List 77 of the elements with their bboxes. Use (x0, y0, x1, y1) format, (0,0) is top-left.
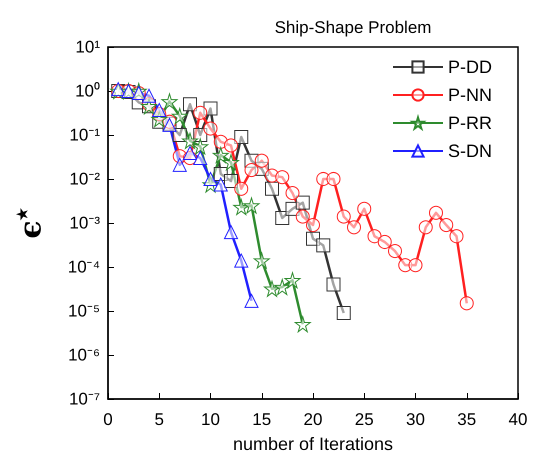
x-tick-label: 15 (252, 410, 272, 429)
point (294, 316, 311, 332)
legend-label: S-DN (448, 141, 492, 161)
point (254, 252, 270, 269)
point (460, 296, 474, 310)
y-tick-label: 10⁰ (75, 82, 100, 100)
point (152, 103, 166, 117)
legend-label: P-RR (448, 113, 492, 133)
point (192, 138, 208, 154)
point (265, 182, 279, 196)
point (244, 163, 258, 178)
x-tick-label: 10 (201, 410, 220, 429)
x-tick-label: 20 (304, 410, 322, 429)
point (388, 244, 402, 258)
point (284, 272, 300, 288)
x-axis-title: number of Iterations (232, 434, 394, 454)
point (162, 93, 178, 110)
y-tick-label: 10⁻⁴ (68, 258, 100, 276)
point (183, 97, 197, 112)
point (408, 258, 422, 272)
point (296, 196, 310, 210)
point (244, 294, 258, 308)
y-tick-label: 10⁻³ (69, 214, 100, 232)
point (254, 154, 269, 168)
point (234, 182, 248, 196)
point (336, 306, 351, 320)
point (224, 225, 238, 240)
point (223, 154, 239, 170)
point (286, 186, 300, 200)
point (347, 220, 361, 234)
legend-label: P-NN (448, 85, 492, 105)
x-tick-label: 35 (457, 410, 476, 429)
point (234, 254, 248, 268)
point (439, 218, 454, 232)
point (378, 235, 392, 249)
y-tick-label: 10⁻⁷ (68, 390, 100, 408)
point (183, 146, 197, 160)
chart-title: Ship-Shape Problem (274, 18, 432, 37)
point (450, 229, 464, 244)
point (193, 151, 208, 166)
y-axis-title: ϵ★ (14, 207, 48, 239)
point (142, 88, 156, 103)
point (418, 220, 433, 234)
point (336, 210, 351, 224)
point (224, 174, 238, 188)
x-tick-label: 0 (103, 410, 113, 429)
point (172, 158, 187, 172)
point (306, 218, 320, 232)
point (296, 210, 310, 224)
point (193, 106, 208, 120)
point (326, 278, 340, 292)
legend-label: P-DD (448, 57, 492, 77)
point (212, 147, 229, 164)
point (234, 130, 248, 144)
point (264, 280, 280, 297)
y-tick-label: 10⁻² (69, 170, 100, 188)
point (224, 138, 238, 152)
y-tick-label: 10¹ (75, 38, 100, 56)
point (182, 132, 198, 149)
x-tick-label: 5 (154, 410, 164, 429)
x-tick-label: 25 (354, 410, 374, 429)
point (204, 122, 218, 136)
x-tick-label: 40 (508, 410, 528, 429)
point (316, 238, 330, 252)
point (275, 210, 290, 225)
point (368, 229, 382, 244)
point (275, 170, 290, 184)
point (172, 108, 188, 124)
y-tick-label: 10⁻¹ (69, 126, 100, 144)
x-tick-label: 30 (406, 410, 425, 429)
point (244, 197, 260, 214)
point (357, 202, 372, 216)
point (214, 177, 228, 192)
point (429, 206, 443, 220)
point (326, 172, 340, 186)
y-tick-label: 10⁻⁵ (68, 302, 100, 320)
y-tick-label: 10⁻⁶ (68, 346, 100, 364)
